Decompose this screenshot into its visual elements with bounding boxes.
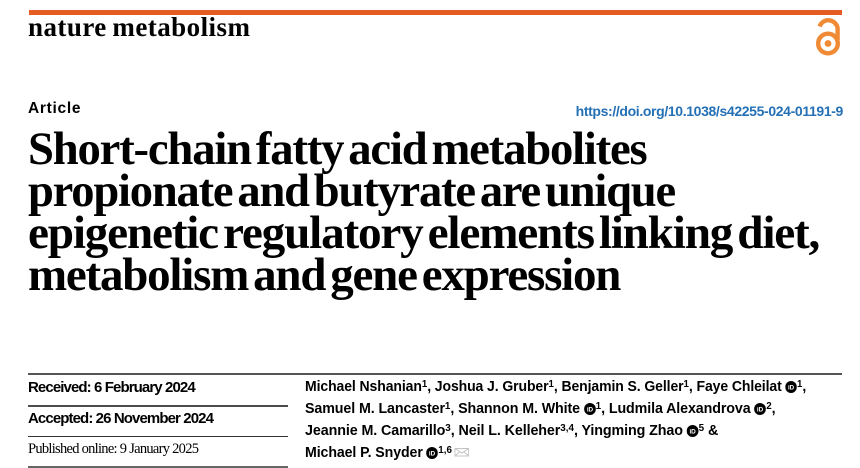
- svg-text:iD: iD: [429, 451, 436, 458]
- svg-text:iD: iD: [788, 385, 795, 392]
- svg-text:iD: iD: [587, 407, 594, 414]
- svg-text:iD: iD: [690, 429, 697, 436]
- svg-text:iD: iD: [757, 407, 764, 414]
